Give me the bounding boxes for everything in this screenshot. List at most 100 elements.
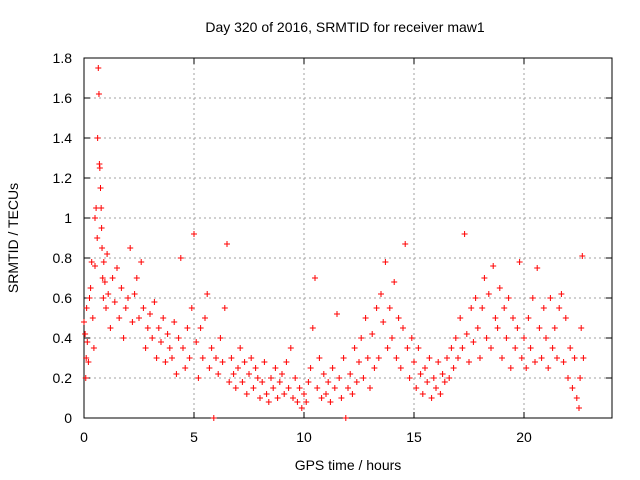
data-point bbox=[316, 355, 323, 361]
data-point bbox=[215, 371, 222, 377]
data-point bbox=[373, 305, 380, 311]
data-point bbox=[158, 339, 164, 345]
data-point bbox=[97, 185, 104, 191]
data-point bbox=[400, 325, 406, 331]
data-point bbox=[439, 371, 446, 377]
data-point bbox=[287, 345, 294, 351]
data-point bbox=[118, 285, 125, 291]
data-point bbox=[122, 305, 129, 311]
data-point bbox=[505, 295, 512, 301]
data-point bbox=[395, 315, 402, 321]
data-point bbox=[230, 371, 237, 377]
data-point bbox=[578, 325, 585, 331]
data-point bbox=[92, 263, 98, 269]
data-point bbox=[419, 391, 426, 397]
data-point bbox=[107, 325, 114, 331]
data-point bbox=[82, 375, 89, 381]
data-point bbox=[362, 315, 369, 321]
data-point bbox=[86, 295, 93, 301]
data-point bbox=[285, 385, 292, 391]
data-point bbox=[210, 415, 217, 421]
data-point bbox=[202, 315, 208, 321]
data-point bbox=[384, 345, 391, 351]
data-point bbox=[292, 375, 299, 381]
data-point bbox=[459, 345, 466, 351]
data-point bbox=[109, 275, 116, 281]
data-point bbox=[195, 375, 202, 381]
data-point bbox=[345, 385, 351, 391]
y-tick-label: 1.8 bbox=[53, 50, 73, 66]
data-point bbox=[391, 279, 398, 285]
data-point bbox=[470, 339, 477, 345]
data-point bbox=[84, 339, 91, 345]
data-point bbox=[457, 315, 464, 321]
data-point bbox=[424, 379, 431, 385]
data-point bbox=[556, 305, 563, 311]
data-point bbox=[89, 315, 96, 321]
data-point bbox=[369, 331, 376, 337]
data-point bbox=[450, 365, 457, 371]
data-point bbox=[494, 325, 501, 331]
data-point bbox=[125, 295, 131, 301]
data-point bbox=[320, 371, 327, 377]
data-point bbox=[104, 251, 111, 257]
data-point bbox=[437, 391, 444, 397]
data-point bbox=[177, 255, 184, 261]
data-point bbox=[521, 335, 527, 341]
data-point bbox=[147, 311, 153, 317]
data-point bbox=[224, 241, 230, 247]
data-point bbox=[481, 275, 488, 281]
data-point bbox=[523, 365, 530, 371]
data-point bbox=[261, 359, 268, 365]
data-point bbox=[199, 355, 206, 361]
data-point bbox=[213, 355, 219, 361]
data-point bbox=[527, 345, 534, 351]
data-point bbox=[111, 299, 118, 305]
data-point bbox=[95, 91, 102, 97]
data-point bbox=[312, 275, 318, 281]
data-point bbox=[162, 359, 169, 365]
data-point bbox=[120, 335, 127, 341]
data-point bbox=[81, 319, 87, 325]
data-point bbox=[408, 335, 415, 341]
data-point bbox=[472, 295, 479, 301]
y-tick-label: 1.4 bbox=[53, 130, 73, 146]
data-point bbox=[338, 395, 345, 401]
data-point bbox=[100, 259, 107, 265]
data-point bbox=[389, 335, 395, 341]
data-point bbox=[153, 355, 160, 361]
data-point bbox=[386, 305, 393, 311]
data-points bbox=[81, 65, 587, 421]
data-point bbox=[516, 259, 523, 265]
data-point bbox=[219, 359, 226, 365]
data-point bbox=[144, 325, 151, 331]
y-tick-label: 0.8 bbox=[53, 250, 73, 266]
data-point bbox=[140, 305, 147, 311]
data-point bbox=[101, 279, 108, 285]
data-point bbox=[441, 379, 448, 385]
data-point bbox=[430, 375, 437, 381]
data-point bbox=[483, 335, 490, 341]
data-point bbox=[446, 375, 453, 381]
data-point bbox=[142, 345, 149, 351]
data-point bbox=[88, 259, 95, 265]
data-point bbox=[173, 371, 180, 377]
data-point bbox=[560, 359, 567, 365]
data-point bbox=[347, 371, 354, 377]
data-point bbox=[99, 275, 106, 281]
data-point bbox=[270, 385, 277, 391]
data-point bbox=[272, 365, 279, 371]
data-point bbox=[406, 375, 413, 381]
y-tick-label: 0.6 bbox=[53, 290, 73, 306]
data-point bbox=[492, 315, 499, 321]
data-point bbox=[193, 339, 200, 345]
data-point bbox=[428, 395, 435, 401]
data-point bbox=[433, 385, 439, 391]
data-point bbox=[503, 335, 510, 341]
y-tick-label: 1.6 bbox=[53, 90, 73, 106]
data-point bbox=[95, 65, 102, 71]
data-point bbox=[411, 359, 417, 365]
data-point bbox=[360, 375, 367, 381]
data-point bbox=[184, 325, 191, 331]
data-point bbox=[404, 345, 411, 351]
